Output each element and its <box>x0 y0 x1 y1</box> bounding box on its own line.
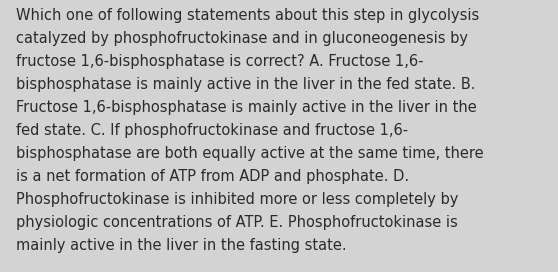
Text: bisphosphatase is mainly active in the liver in the fed state. B.: bisphosphatase is mainly active in the l… <box>16 77 475 92</box>
Text: mainly active in the liver in the fasting state.: mainly active in the liver in the fastin… <box>16 238 347 253</box>
Text: Which one of following statements about this step in glycolysis: Which one of following statements about … <box>16 8 479 23</box>
Text: is a net formation of ATP from ADP and phosphate. D.: is a net formation of ATP from ADP and p… <box>16 169 409 184</box>
Text: fed state. C. If phosphofructokinase and fructose 1,6-: fed state. C. If phosphofructokinase and… <box>16 123 408 138</box>
Text: Phosphofructokinase is inhibited more or less completely by: Phosphofructokinase is inhibited more or… <box>16 192 458 207</box>
Text: Fructose 1,6-bisphosphatase is mainly active in the liver in the: Fructose 1,6-bisphosphatase is mainly ac… <box>16 100 477 115</box>
Text: catalyzed by phosphofructokinase and in gluconeogenesis by: catalyzed by phosphofructokinase and in … <box>16 31 468 46</box>
Text: physiologic concentrations of ATP. E. Phosphofructokinase is: physiologic concentrations of ATP. E. Ph… <box>16 215 458 230</box>
Text: fructose 1,6-bisphosphatase is correct? A. Fructose 1,6-: fructose 1,6-bisphosphatase is correct? … <box>16 54 423 69</box>
Text: bisphosphatase are both equally active at the same time, there: bisphosphatase are both equally active a… <box>16 146 483 161</box>
